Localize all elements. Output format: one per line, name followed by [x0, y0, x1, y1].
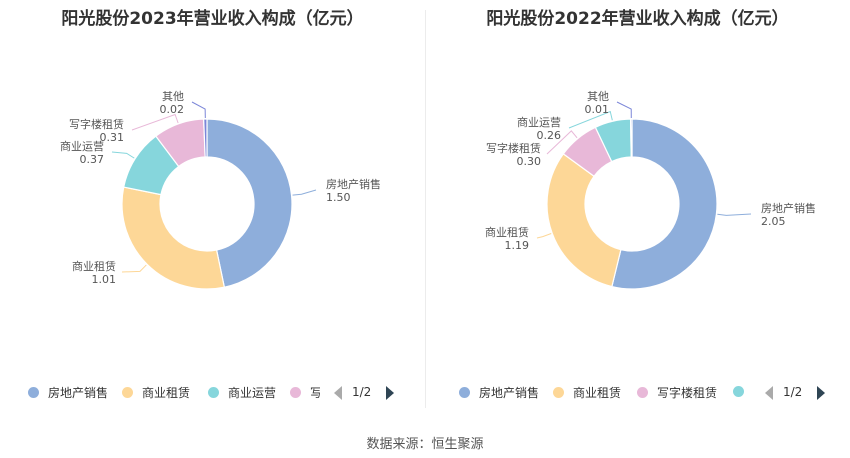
label-leader-line — [546, 130, 578, 155]
slice-value-label: 0.26 — [537, 129, 562, 142]
chart-panel-2023: 阳光股份2023年营业收入构成（亿元） 房地产销售 1.50 商业租赁 1.01 商业运… — [0, 0, 425, 410]
slice-value-label: 0.37 — [80, 153, 105, 166]
legend-prev-page-icon[interactable] — [334, 386, 342, 400]
legend-item[interactable]: 写 — [290, 384, 320, 402]
slice-value-label: 0.01 — [585, 103, 610, 116]
legend-page-indicator: 1/2 — [783, 385, 803, 399]
slice-name-label: 商业运营 — [60, 139, 104, 153]
chart-panel-2022: 阳光股份2022年营业收入构成（亿元） 房地产销售 2.05 商业租赁 1.19 写字楼… — [425, 0, 850, 410]
chart-title: 阳光股份2023年营业收入构成（亿元） — [61, 9, 364, 29]
slice-name-label: 写字楼租赁 — [69, 117, 124, 131]
legend-label: 写字楼租赁 — [657, 386, 718, 400]
data-source-note: 数据来源：恒生聚源 — [366, 437, 484, 452]
label-leader-line — [121, 264, 147, 273]
label-leader-line — [717, 213, 752, 216]
slice-name-label: 写字楼租赁 — [486, 141, 541, 155]
slice-value-label: 0.31 — [100, 131, 125, 144]
legend-item[interactable]: 商业租赁 — [553, 384, 637, 402]
pie-slice-5[interactable] — [203, 118, 208, 158]
legend: 房地产销售 商业租赁 写字楼租赁 1/2 — [425, 384, 850, 404]
slice-name-label: 商业租赁 — [485, 225, 529, 239]
legend-item[interactable]: 房地产销售 — [28, 384, 128, 402]
legend-pager: 1/2 — [765, 384, 827, 402]
legend-item[interactable]: 写字楼租赁 — [637, 384, 733, 402]
legend-pager: 1/2 — [334, 384, 396, 402]
legend-swatch — [553, 387, 564, 398]
label-leader-line — [191, 101, 206, 119]
slice-value-label: 0.02 — [160, 103, 185, 116]
slice-name-label: 商业运营 — [517, 115, 561, 129]
panel-divider — [425, 10, 426, 408]
pie-slice-2[interactable] — [546, 153, 622, 288]
slice-value-label: 0.30 — [517, 155, 542, 168]
legend-label: 商业租赁 — [142, 386, 191, 400]
legend-swatch — [28, 387, 39, 398]
slice-value-label: 2.05 — [761, 215, 786, 228]
legend-label: 写 — [310, 386, 320, 400]
pie-slice-1[interactable] — [206, 118, 293, 288]
legend-label: 商业租赁 — [573, 386, 622, 400]
slice-value-label: 1.19 — [505, 239, 530, 252]
label-leader-line — [568, 110, 613, 129]
slice-name-label: 其他 — [162, 90, 184, 103]
legend-swatch — [290, 387, 301, 398]
legend-label: 房地产销售 — [48, 386, 109, 400]
slice-name-label: 商业租赁 — [72, 259, 116, 273]
legend-label: 房地产销售 — [479, 386, 540, 400]
label-leader-line — [111, 151, 135, 159]
legend-item[interactable]: 商业租赁 — [122, 384, 206, 402]
label-leader-line — [131, 113, 179, 131]
legend-item[interactable] — [733, 384, 763, 402]
legend-swatch — [637, 387, 648, 398]
legend-swatch — [459, 387, 470, 398]
slice-name-label: 房地产销售 — [326, 177, 381, 191]
legend-next-page-icon[interactable] — [817, 386, 825, 400]
legend: 房地产销售 商业租赁 商业运营 写 1/2 — [0, 384, 425, 404]
label-leader-line — [616, 101, 632, 119]
pie-slice-2[interactable] — [121, 186, 226, 290]
legend-next-page-icon[interactable] — [386, 386, 394, 400]
legend-swatch — [208, 387, 219, 398]
pie-slice-1[interactable] — [611, 118, 718, 290]
legend-item[interactable]: 商业运营 — [208, 384, 288, 402]
legend-label: 商业运营 — [228, 386, 277, 400]
chart-title: 阳光股份2022年营业收入构成（亿元） — [486, 9, 789, 29]
slice-value-label: 1.50 — [326, 191, 351, 204]
slice-value-label: 1.01 — [92, 273, 117, 286]
legend-item[interactable]: 房地产销售 — [459, 384, 551, 402]
label-leader-line — [292, 189, 317, 196]
slice-name-label: 其他 — [587, 90, 609, 103]
pie-slice-5[interactable] — [629, 118, 633, 158]
label-leader-line — [536, 233, 552, 239]
legend-swatch — [122, 387, 133, 398]
legend-page-indicator: 1/2 — [352, 385, 372, 399]
slice-name-label: 房地产销售 — [761, 201, 816, 215]
legend-prev-page-icon[interactable] — [765, 386, 773, 400]
legend-swatch — [733, 386, 744, 397]
